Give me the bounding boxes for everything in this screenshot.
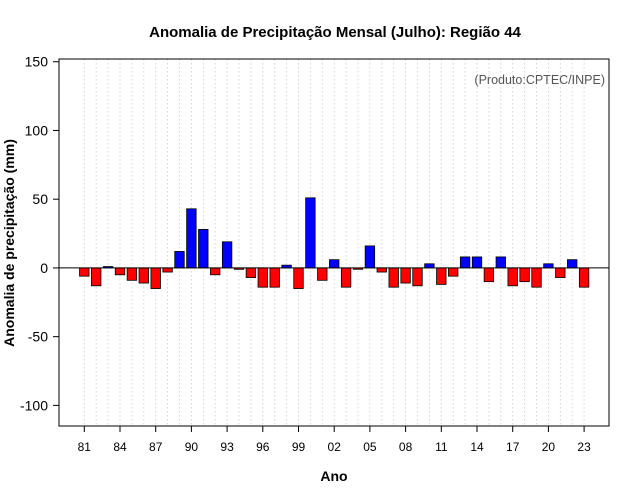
- bar-2019: [531, 267, 542, 288]
- x-tick-label: 02: [328, 440, 342, 454]
- y-axis: -100 -50 0 50 100 150: [20, 54, 59, 413]
- bar-1984: [114, 267, 126, 276]
- bar-1996: [257, 267, 268, 288]
- bar-2010: [424, 263, 435, 269]
- bar-2017: [507, 267, 518, 287]
- bar-2003: [340, 267, 352, 288]
- bar-1986: [138, 267, 149, 284]
- bars-layer: [79, 197, 590, 289]
- x-tick-label: 08: [399, 440, 413, 454]
- bar-1982: [91, 267, 102, 287]
- bar-2022: [567, 259, 578, 269]
- bar-2016: [495, 256, 506, 269]
- bar-2000: [305, 197, 316, 269]
- bar-1999: [293, 267, 304, 289]
- x-tick-label: 96: [256, 440, 270, 454]
- bar-1993: [221, 241, 233, 269]
- y-tick-label: 150: [25, 54, 49, 70]
- y-tick-label: 100: [25, 122, 49, 138]
- x-tick-label: 11: [435, 440, 448, 454]
- chart-title: Anomalia de Precipitação Mensal (Julho):…: [149, 24, 521, 41]
- plot-frame: [58, 58, 610, 427]
- bar-2020: [543, 263, 554, 269]
- bar-2012: [448, 267, 459, 277]
- x-tick-label: 90: [185, 440, 199, 454]
- bar-1995: [245, 267, 257, 278]
- x-tick-label: 05: [363, 440, 377, 454]
- bar-2001: [317, 267, 328, 281]
- product-credit: (Produto:CPTEC/INPE): [474, 73, 605, 87]
- bar-1997: [269, 267, 280, 288]
- x-tick-label: 20: [542, 440, 556, 454]
- x-tick-label: 81: [78, 440, 92, 454]
- bar-2013: [459, 256, 471, 269]
- x-tick-label: 87: [149, 440, 163, 454]
- bar-1990: [186, 208, 197, 269]
- x-tick-label: 93: [220, 440, 234, 454]
- bar-2011: [436, 267, 447, 285]
- x-tick-label: 84: [113, 440, 127, 454]
- bar-1988: [162, 267, 173, 273]
- bar-1985: [126, 267, 138, 281]
- bar-1991: [198, 229, 209, 269]
- bar-1992: [210, 267, 221, 276]
- y-tick-label: 0: [40, 260, 48, 276]
- bar-1989: [174, 251, 185, 269]
- bar-2005: [364, 245, 376, 269]
- x-tick-label: 99: [292, 440, 306, 454]
- bar-2014: [471, 256, 483, 269]
- grid-layer: [83, 59, 585, 426]
- bar-2021: [555, 267, 566, 278]
- bar-2015: [483, 267, 495, 283]
- bar-2018: [519, 267, 530, 283]
- bar-2009: [412, 267, 423, 287]
- bar-2002: [329, 259, 340, 269]
- x-axis-label: Ano: [320, 468, 347, 484]
- bar-2008: [400, 267, 411, 284]
- x-tick-label: 23: [577, 440, 591, 454]
- x-axis: 81 84 87 90 93 96 99 02 05 08 11 14 17 20 23: [78, 426, 591, 454]
- bar-2007: [388, 267, 399, 288]
- y-tick-label: 50: [32, 191, 48, 207]
- bar-2006: [376, 267, 387, 273]
- bar-1987: [150, 267, 161, 289]
- y-tick-label: -100: [20, 397, 48, 413]
- x-tick-label: 14: [470, 440, 484, 454]
- bar-2023: [578, 267, 590, 288]
- bar-1981: [79, 267, 90, 277]
- y-axis-label: Anomalia de precipitação (mm): [1, 139, 17, 347]
- y-tick-label: -50: [28, 329, 48, 345]
- x-tick-label: 17: [506, 440, 520, 454]
